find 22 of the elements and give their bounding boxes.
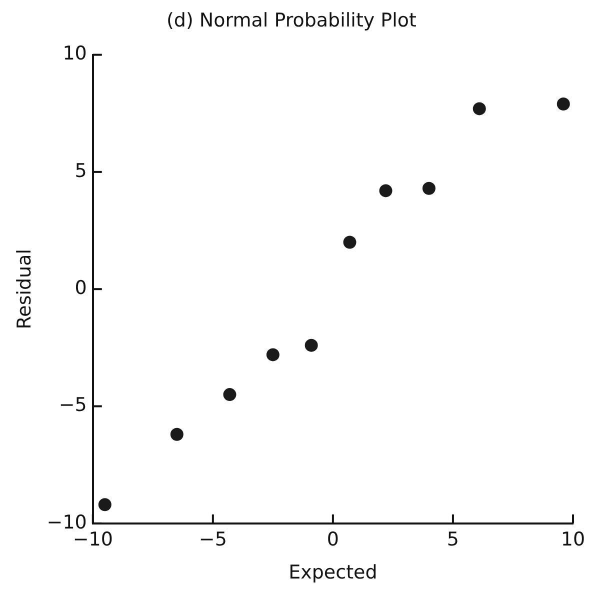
y-tick-label: −5 (58, 394, 87, 416)
point (379, 184, 392, 198)
point (304, 338, 318, 352)
y-tick-label: 5 (74, 160, 87, 182)
point (472, 102, 486, 116)
x-tick-label: −5 (198, 528, 227, 551)
y-tick-label: 10 (62, 42, 87, 65)
x-tick-label: 0 (326, 528, 339, 551)
y-tick-label: −10 (46, 511, 87, 534)
point (223, 388, 236, 402)
point (266, 348, 280, 362)
y-axis-title: Residual (13, 248, 36, 330)
x-axis-title: Expected (288, 562, 378, 584)
y-tick-label: 0 (74, 277, 87, 300)
point (343, 236, 356, 249)
point (556, 98, 570, 111)
point (170, 428, 184, 441)
point (98, 498, 112, 512)
x-tick-label: 5 (446, 528, 460, 551)
x-tick-label: 10 (560, 528, 586, 551)
chart-title: (d) Normal Probability Plot (166, 9, 416, 32)
point (422, 182, 436, 195)
